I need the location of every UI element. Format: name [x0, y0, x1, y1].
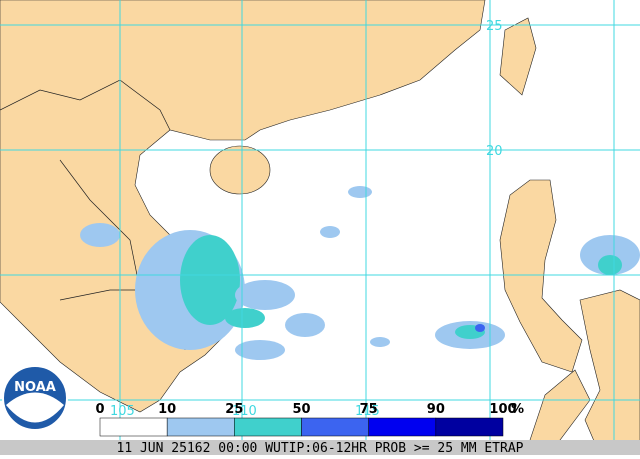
precip-area	[348, 186, 372, 198]
legend-swatch	[99, 417, 168, 437]
legend-swatch	[435, 417, 504, 437]
legend-label: 0	[95, 402, 104, 417]
hainan	[209, 145, 271, 195]
footer-text: 11 JUN 25162 00:00 WUTIP:06-12HR PROB >=…	[117, 441, 524, 455]
legend: 0 10 25 50 75 90 100%	[95, 402, 524, 437]
precip-area	[225, 308, 265, 328]
legend-swatch	[301, 417, 369, 437]
legend-swatch	[234, 417, 302, 437]
graticule	[0, 0, 640, 440]
border	[0, 79, 171, 131]
legend-label: 10	[158, 402, 176, 417]
legend-unit: %	[511, 402, 524, 417]
precip-area	[370, 337, 390, 347]
precip-area	[285, 313, 325, 337]
lon-label: 115	[355, 404, 380, 419]
mainland	[0, 0, 486, 413]
legend-label: 75	[360, 402, 378, 417]
noaa-logo: NOAA	[2, 365, 68, 431]
legend-label: 25	[225, 402, 243, 417]
logo-text: NOAA	[14, 380, 56, 395]
legend-swatch	[166, 417, 235, 437]
precip-area	[475, 324, 485, 332]
precip-area	[80, 223, 120, 247]
grid-labels: 25 20 105 110 115	[110, 19, 503, 419]
lat-label: 25	[486, 19, 503, 34]
legend-label: 100	[489, 402, 516, 417]
precip-area	[235, 340, 285, 360]
precip-area	[180, 235, 240, 325]
legend-label: 50	[292, 402, 310, 417]
precip-area	[235, 280, 295, 310]
lon-label: 110	[232, 404, 257, 419]
logo-wave	[6, 392, 64, 423]
footer-bar	[0, 440, 640, 455]
lon-label: 105	[110, 404, 135, 419]
lat-label: 20	[486, 144, 503, 159]
legend-label: 90	[427, 402, 445, 417]
precip	[80, 186, 640, 360]
precip-area	[320, 226, 340, 238]
legend-swatch	[368, 417, 437, 437]
luzon	[499, 179, 583, 373]
border	[59, 289, 140, 301]
precip-area	[598, 255, 622, 275]
taiwan	[499, 17, 537, 96]
